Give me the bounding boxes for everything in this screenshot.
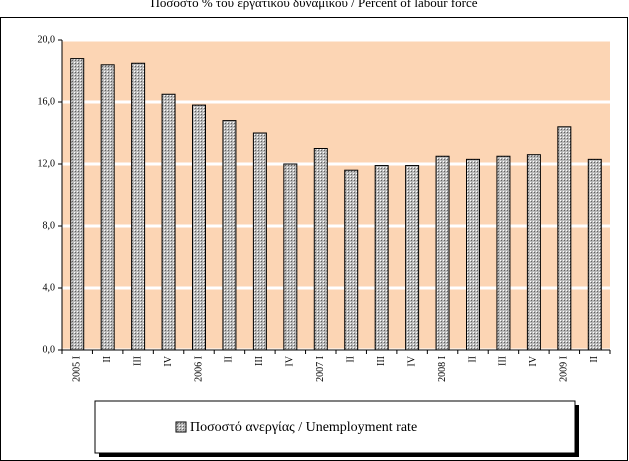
bar — [557, 126, 572, 351]
x-tick-label: II — [224, 356, 235, 363]
x-tick-label: 2008 I — [437, 356, 448, 382]
legend-swatch — [175, 421, 187, 433]
bar — [466, 158, 480, 351]
plot-area — [62, 40, 610, 350]
x-tick-label: II — [589, 356, 600, 363]
bar — [100, 64, 115, 351]
x-tick-label: II — [346, 356, 357, 363]
bar — [161, 93, 176, 351]
bar — [70, 58, 85, 351]
x-tick-label: IV — [285, 355, 296, 366]
bar — [222, 120, 237, 351]
bar — [192, 104, 206, 351]
bar — [131, 62, 146, 351]
bar — [283, 163, 298, 351]
bar — [526, 154, 541, 351]
legend-label: Ποσοστό ανεργίας / Unemployment rate — [190, 420, 417, 435]
bar — [313, 148, 328, 351]
x-tick-label: III — [498, 356, 509, 366]
bar — [252, 132, 267, 351]
x-tick-label: 2007 I — [315, 356, 326, 382]
x-tick-label: 2006 I — [193, 356, 204, 382]
x-tick-label: III — [254, 356, 265, 366]
y-tick-label: 12,0 — [38, 158, 56, 169]
x-tick-label: 2005 I — [72, 356, 83, 382]
bar — [344, 169, 359, 351]
x-tick-label: 2009 I — [559, 356, 570, 382]
bar — [435, 155, 450, 351]
y-tick-label: 4,0 — [43, 282, 56, 293]
x-tick-label: IV — [528, 355, 539, 366]
x-tick-label: IV — [406, 355, 417, 366]
x-tick-label: II — [467, 356, 478, 363]
x-tick-label: II — [102, 356, 113, 363]
y-tick-label: 8,0 — [43, 220, 56, 231]
legend — [94, 400, 576, 454]
y-tick-label: 20,0 — [38, 34, 56, 45]
bar — [587, 158, 602, 351]
x-tick-label: III — [376, 356, 387, 366]
bar — [374, 165, 389, 351]
x-tick-label: IV — [163, 355, 174, 366]
y-tick-label: 16,0 — [38, 96, 56, 107]
bar — [405, 165, 420, 351]
chart-title: Ποσοστό % του εργατικού δυναμικού / Perc… — [150, 0, 477, 10]
x-tick-label: III — [132, 356, 143, 366]
y-tick-label: 0,0 — [43, 344, 56, 355]
bar — [496, 155, 511, 351]
